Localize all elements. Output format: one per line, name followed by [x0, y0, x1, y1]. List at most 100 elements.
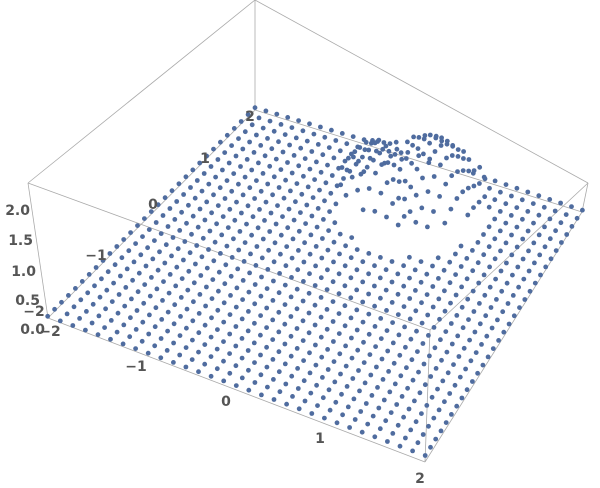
data-point — [165, 309, 171, 315]
data-point — [126, 248, 132, 254]
data-point — [199, 254, 205, 260]
data-point — [395, 271, 401, 277]
data-point — [367, 155, 373, 161]
data-point — [197, 160, 203, 166]
data-point — [357, 145, 363, 150]
data-point — [547, 216, 553, 222]
data-point — [92, 283, 97, 289]
data-point — [481, 272, 487, 278]
data-point — [233, 153, 239, 159]
data-point — [331, 339, 336, 344]
data-point — [319, 354, 325, 360]
data-point — [196, 369, 201, 375]
data-point — [379, 162, 385, 168]
data-point — [363, 139, 369, 145]
data-point — [435, 386, 440, 392]
data-point — [209, 296, 215, 301]
data-point — [318, 124, 323, 130]
data-point — [89, 320, 95, 326]
data-point — [209, 315, 214, 321]
data-point — [289, 373, 295, 379]
data-point — [277, 389, 283, 395]
data-point — [249, 167, 255, 173]
data-point — [334, 420, 340, 426]
data-point — [276, 290, 282, 296]
data-point — [142, 216, 147, 222]
data-point — [263, 108, 269, 114]
data-point — [492, 197, 498, 203]
data-point — [492, 236, 498, 242]
data-point — [428, 374, 434, 379]
data-point — [460, 168, 466, 174]
data-point — [259, 392, 264, 398]
data-point — [331, 155, 337, 161]
data-point — [152, 324, 158, 330]
data-point — [424, 403, 430, 408]
data-point — [344, 141, 350, 147]
data-point — [492, 178, 498, 184]
data-point — [202, 342, 208, 347]
x-tick-label: 1 — [315, 431, 325, 447]
data-point — [394, 402, 400, 407]
y-tick-label: 2 — [245, 109, 255, 125]
data-point — [276, 185, 282, 190]
data-point — [103, 306, 108, 312]
data-point — [337, 231, 343, 237]
data-point — [236, 136, 241, 142]
data-point — [405, 150, 411, 155]
data-point — [264, 305, 270, 311]
data-point — [356, 368, 361, 373]
data-point — [259, 255, 265, 261]
data-point — [330, 319, 336, 324]
data-point — [175, 246, 181, 252]
data-point — [409, 357, 415, 363]
data-point — [246, 289, 252, 295]
data-point — [172, 217, 178, 222]
data-point — [66, 293, 71, 298]
data-point — [542, 244, 548, 250]
box-edge-top — [254, 0, 589, 184]
data-point — [503, 182, 509, 188]
data-point — [190, 213, 196, 219]
data-point — [455, 154, 461, 159]
x-tick-label: 2 — [415, 471, 425, 487]
data-point — [402, 178, 408, 184]
data-point — [173, 283, 179, 289]
data-point — [307, 121, 312, 127]
data-point — [468, 358, 474, 364]
data-point — [481, 252, 487, 258]
data-point — [252, 301, 258, 307]
data-point — [191, 299, 196, 305]
data-point — [342, 158, 348, 164]
data-point — [215, 307, 221, 313]
data-point — [479, 342, 484, 347]
data-point — [410, 377, 416, 383]
data-point — [186, 268, 192, 274]
data-point — [445, 370, 451, 376]
data-point — [419, 300, 424, 306]
data-point — [376, 405, 382, 411]
data-point — [383, 418, 389, 424]
data-point — [364, 164, 370, 170]
data-point — [500, 309, 506, 315]
data-point — [378, 316, 384, 321]
data-point — [191, 280, 197, 286]
data-point — [179, 276, 185, 281]
data-point — [244, 221, 249, 227]
data-point — [422, 453, 428, 458]
data-point — [377, 426, 383, 432]
data-point — [379, 356, 385, 362]
data-point — [129, 296, 134, 302]
data-point — [368, 372, 374, 378]
data-point — [118, 273, 123, 279]
data-point — [404, 365, 409, 371]
data-point — [536, 193, 542, 199]
data-point — [442, 220, 448, 226]
data-point — [249, 122, 255, 128]
data-point — [514, 224, 520, 230]
data-point — [332, 379, 338, 385]
data-point — [206, 181, 212, 187]
data-point — [402, 196, 407, 202]
data-point — [455, 147, 461, 153]
data-point — [443, 181, 449, 187]
